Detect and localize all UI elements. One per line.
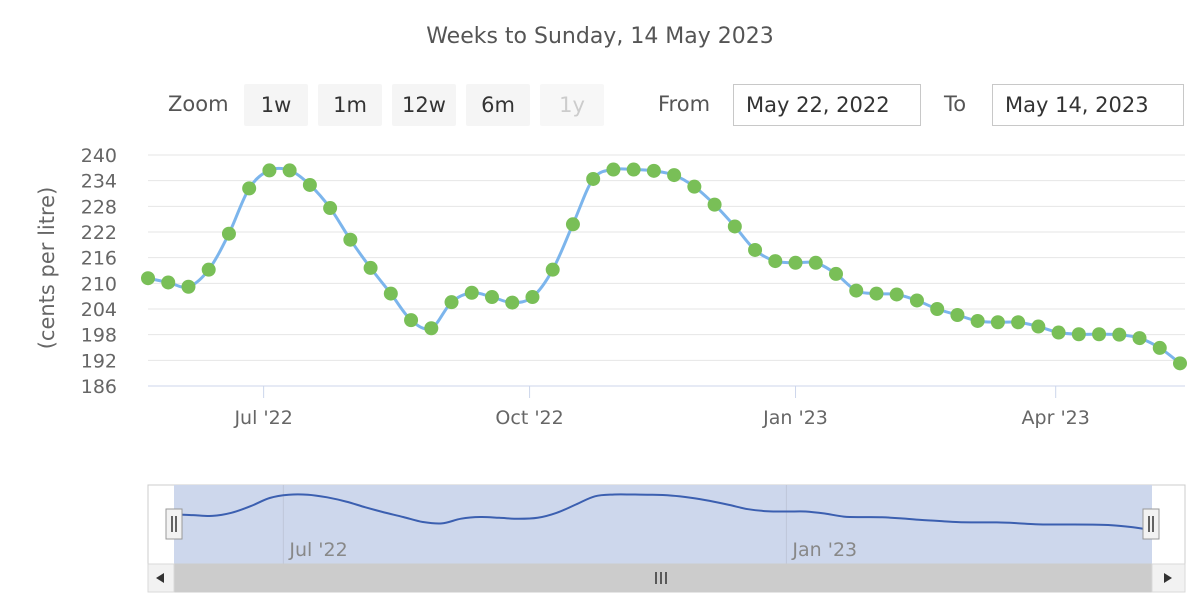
data-point <box>1031 319 1046 334</box>
data-point <box>646 163 661 178</box>
data-point <box>181 279 196 294</box>
navigator-x-ticks: Jul '22 Jan '23 <box>282 485 857 564</box>
navigator-series-line <box>173 493 1151 531</box>
y-tick-label: 222 <box>81 222 117 244</box>
zoom-12w-button[interactable]: 12w <box>392 84 456 126</box>
zoom-6m-button[interactable]: 6m <box>466 84 530 126</box>
navigator-tick-label: Jan '23 <box>791 539 857 561</box>
from-date-input[interactable] <box>733 84 921 126</box>
scroll-right-arrow-icon <box>1164 573 1172 583</box>
x-axis-ticks: Jul '22 Oct '22 Jan '23 Apr '23 <box>233 386 1090 429</box>
y-tick-label: 204 <box>81 299 117 321</box>
data-point <box>485 290 499 305</box>
data-point <box>707 197 722 212</box>
data-point <box>990 315 1005 330</box>
data-point <box>626 162 641 177</box>
data-point <box>262 163 277 178</box>
data-point <box>970 313 985 328</box>
from-label: From <box>658 92 711 116</box>
y-tick-label: 240 <box>81 145 117 167</box>
x-tick-label: Oct '22 <box>495 407 563 429</box>
data-point <box>788 255 803 270</box>
y-tick-label: 198 <box>81 325 117 347</box>
data-point <box>444 295 459 310</box>
data-point <box>768 254 783 269</box>
y-tick-label: 228 <box>81 196 117 218</box>
data-point <box>323 201 338 216</box>
data-point <box>869 286 884 301</box>
scroll-left-arrow-icon <box>156 573 164 583</box>
to-label: To <box>944 92 967 116</box>
y-tick-label: 216 <box>81 248 117 270</box>
series-markers <box>141 162 1187 371</box>
navigator-selected-range[interactable] <box>174 485 1152 564</box>
data-point <box>586 171 601 186</box>
data-point <box>889 287 904 302</box>
data-point <box>727 219 742 234</box>
data-point <box>667 168 682 183</box>
data-point <box>1173 356 1187 371</box>
data-point <box>1011 315 1026 330</box>
y-axis-label: (cents per litre) <box>35 187 59 350</box>
data-point <box>950 307 965 322</box>
x-tick-label: Jan '23 <box>762 407 828 429</box>
data-point <box>1152 340 1167 355</box>
x-tick-label: Jul '22 <box>233 407 292 429</box>
data-point <box>808 255 823 270</box>
to-date-input[interactable] <box>992 84 1184 126</box>
zoom-label: Zoom <box>168 92 229 116</box>
data-point <box>849 283 864 298</box>
y-axis-tick-labels: 240 234 228 222 216 210 204 198 192 186 <box>81 145 117 398</box>
data-point <box>565 217 580 232</box>
y-tick-label: 234 <box>81 171 117 193</box>
navigator-tick-label: Jul '22 <box>288 539 347 561</box>
y-gridlines <box>148 154 1185 361</box>
data-point <box>424 321 439 336</box>
zoom-1w-button[interactable]: 1w <box>244 84 308 126</box>
y-tick-label: 186 <box>81 376 117 398</box>
data-point <box>1071 327 1086 342</box>
navigator-left-handle[interactable] <box>165 508 183 540</box>
data-point <box>1092 327 1107 342</box>
data-point <box>545 262 560 277</box>
data-point <box>383 286 398 301</box>
navigator-background <box>147 484 1186 565</box>
series-line <box>147 166 1181 365</box>
chart-subtitle: Weeks to Sunday, 14 May 2023 <box>426 24 774 49</box>
data-point <box>302 177 317 192</box>
data-point <box>1132 331 1147 346</box>
data-point <box>141 271 155 286</box>
data-point <box>363 260 378 275</box>
scroll-left-button[interactable] <box>147 563 175 593</box>
data-point <box>343 232 358 247</box>
scrollbar-thumb[interactable] <box>173 563 1153 593</box>
data-point <box>525 290 540 305</box>
data-point <box>1051 325 1066 340</box>
data-point <box>464 285 479 300</box>
data-point <box>930 302 945 316</box>
data-point <box>909 293 924 308</box>
data-point <box>161 275 176 290</box>
data-point <box>1112 327 1127 342</box>
y-tick-label: 192 <box>81 350 117 372</box>
data-point <box>748 242 763 257</box>
data-point <box>606 162 621 177</box>
data-point <box>404 313 419 328</box>
scrollbar-track[interactable] <box>147 563 1186 593</box>
data-point <box>829 266 843 281</box>
data-point <box>687 179 702 194</box>
data-point <box>505 295 520 310</box>
x-tick-label: Apr '23 <box>1022 407 1090 429</box>
y-tick-label: 210 <box>81 273 117 295</box>
data-point <box>221 226 236 241</box>
zoom-1y-button: 1y <box>540 84 604 126</box>
navigator-right-handle[interactable] <box>1142 508 1160 540</box>
zoom-1m-button[interactable]: 1m <box>318 84 382 126</box>
scroll-right-button[interactable] <box>1151 563 1186 593</box>
data-point <box>242 181 257 196</box>
data-point <box>282 163 297 178</box>
data-point <box>201 262 216 277</box>
